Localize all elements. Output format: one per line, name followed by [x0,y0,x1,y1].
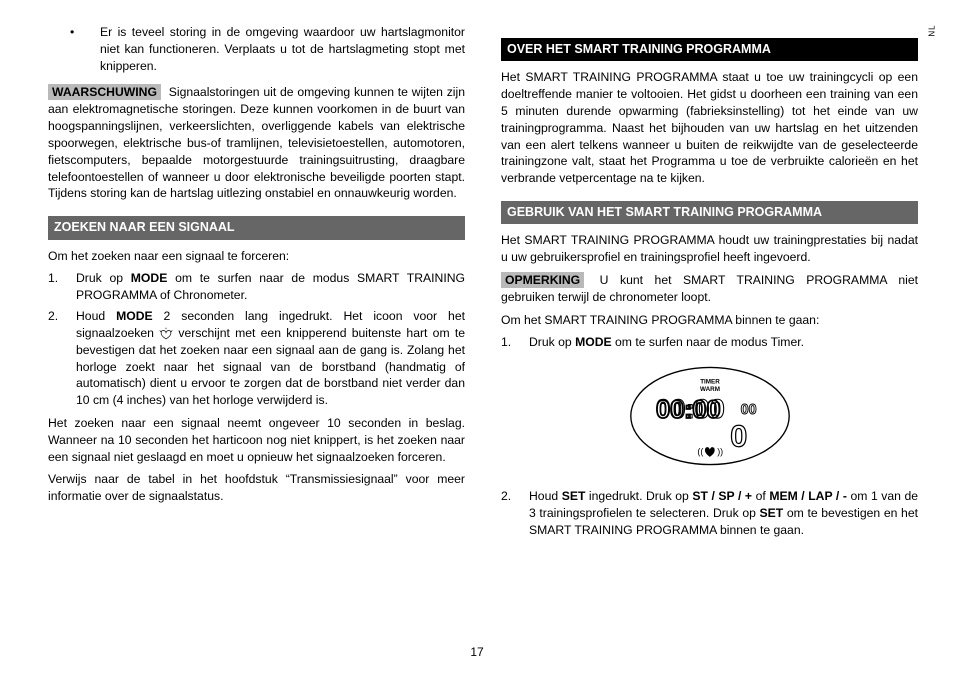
step-text: Houd SET ingedrukt. Druk op ST / SP / + … [529,488,918,538]
set-label: SET [760,506,784,520]
page-number: 17 [470,645,483,659]
warning-paragraph: WAARSCHUWING Signaalstoringen uit de omg… [48,84,465,202]
language-label: NL [927,24,936,36]
list-item: 2. Houd SET ingedrukt. Druk op ST / SP /… [501,488,918,538]
svg-text:00: 00 [740,402,756,418]
watch-top-label: TIMER [700,379,720,386]
step-text: Druk op MODE om te surfen naar de modus … [529,334,918,351]
svg-text:((: (( [697,447,703,457]
bullet-marker: • [48,24,100,74]
text-part: om te surfen naar de modus Timer. [612,335,804,349]
section-header-over: OVER HET SMART TRAINING PROGRAMMA [501,38,918,61]
left-column: • Er is teveel storing in de omgeving wa… [48,24,465,649]
svg-text:00:00: 00:00 [655,394,724,424]
gebruik-steps-2: 2. Houd SET ingedrukt. Druk op ST / SP /… [501,488,918,538]
set-label: SET [562,489,586,503]
text-part: of [752,489,769,503]
note-tag: OPMERKING [501,272,584,288]
zoeken-para3: Verwijs naar de tabel in het hoofdstuk “… [48,471,465,505]
step-text: Houd MODE 2 seconden lang ingedrukt. Het… [76,308,465,409]
zoeken-steps: 1. Druk op MODE om te surfen naar de mod… [48,270,465,409]
step-number: 2. [501,488,529,538]
text-part: Druk op [529,335,575,349]
bullet-text: Er is teveel storing in de omgeving waar… [100,24,465,74]
section-header-gebruik: GEBRUIK VAN HET SMART TRAINING PROGRAMMA [501,201,918,224]
step-number: 1. [501,334,529,351]
text-part: Houd [529,489,562,503]
text-part: Houd [76,309,116,323]
text-part: ingedrukt. Druk op [585,489,692,503]
mem-label: MEM / LAP / - [769,489,847,503]
watch-illustration: TIMER WARM 00:00 00:00 00 0 (( )) [501,361,918,476]
section-header-zoeken: ZOEKEN NAAR EEN SIGNAAL [48,216,465,239]
mode-label: MODE [131,271,168,285]
over-text: Het SMART TRAINING PROGRAMMA staat u toe… [501,69,918,187]
watch-big-digit: 0 [730,420,747,454]
zoeken-intro: Om het zoeken naar een signaal te forcer… [48,248,465,265]
gebruik-text2: Om het SMART TRAINING PROGRAMMA binnen t… [501,312,918,329]
note-paragraph: OPMERKING U kunt het SMART TRAINING PROG… [501,272,918,306]
warning-text: Signaalstoringen uit de omgeving kunnen … [48,85,465,200]
bullet-item: • Er is teveel storing in de omgeving wa… [48,24,465,74]
text-part: Druk op [76,271,131,285]
list-item: 2. Houd MODE 2 seconden lang ingedrukt. … [48,308,465,409]
list-item: 1. Druk op MODE om te surfen naar de mod… [501,334,918,351]
step-text: Druk op MODE om te surfen naar de modus … [76,270,465,304]
step-number: 1. [48,270,76,304]
page-columns: • Er is teveel storing in de omgeving wa… [48,24,918,649]
gebruik-text1: Het SMART TRAINING PROGRAMMA houdt uw tr… [501,232,918,266]
stsp-label: ST / SP / + [692,489,752,503]
mode-label: MODE [575,335,612,349]
list-item: 1. Druk op MODE om te surfen naar de mod… [48,270,465,304]
watch-top-label2: WARM [700,386,720,393]
warning-tag: WAARSCHUWING [48,84,161,100]
zoeken-para2: Het zoeken naar een signaal neemt ongeve… [48,415,465,465]
svg-text:)): )) [717,447,723,457]
right-column: OVER HET SMART TRAINING PROGRAMMA Het SM… [501,24,918,649]
gebruik-steps-1: 1. Druk op MODE om te surfen naar de mod… [501,334,918,351]
mode-label: MODE [116,309,153,323]
step-number: 2. [48,308,76,409]
signal-heart-icon [159,327,173,341]
